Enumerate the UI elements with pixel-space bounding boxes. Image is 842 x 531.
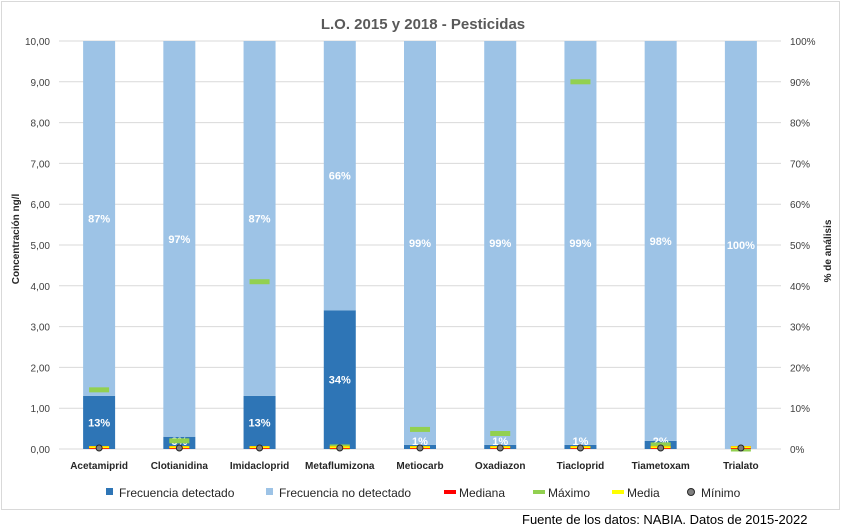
markers: [89, 79, 751, 452]
y2-tick-label: 60%: [790, 200, 810, 211]
y2-tick-label: 40%: [790, 282, 810, 293]
bar-detectado: [83, 395, 116, 449]
category-label: Acetamiprid: [70, 461, 128, 472]
data-label-no-detectado: 87%: [88, 213, 110, 225]
chart-title: L.O. 2015 y 2018 - Pesticidas: [321, 16, 525, 33]
marker-minimo: [95, 444, 103, 452]
y2-tick-label: 30%: [790, 323, 810, 334]
legend: Frecuencia detectado Frecuencia no detect…: [106, 486, 741, 500]
data-label-no-detectado: 98%: [650, 236, 672, 248]
y-tick-label: 6,00: [31, 200, 51, 211]
marker-minimo: [256, 444, 264, 452]
data-label-no-detectado: 87%: [249, 213, 271, 225]
category-label: Oxadiazon: [475, 461, 526, 472]
data-label-detectado: 1%: [492, 436, 508, 448]
y2-tick-label: 20%: [790, 363, 810, 374]
legend-swatch: [106, 488, 113, 495]
y-tick-label: 9,00: [31, 78, 51, 89]
chart-svg: L.O. 2015 y 2018 - Pesticidas 0,00 1,00 2,…: [11, 16, 834, 500]
bar-no-detectado: [724, 41, 757, 449]
marker-maximo: [89, 387, 110, 393]
y2-axis-title: % de análisis: [823, 219, 834, 282]
bar-detectado: [323, 310, 356, 449]
data-label-detectado: 13%: [88, 417, 110, 429]
chart-container: L.O. 2015 y 2018 - Pesticidas 0,00 1,00 2,…: [1, 1, 840, 510]
y-axis-title: Concentración ng/l: [11, 193, 22, 284]
data-label-detectado: 13%: [249, 417, 271, 429]
category-label: Tiacloprid: [557, 461, 605, 472]
y-tick-label: 8,00: [31, 119, 51, 130]
category-labels: Acetamiprid Clotianidina Imidacloprid Metaf…: [70, 461, 758, 472]
bar-no-detectado: [83, 41, 116, 396]
category-label: Trialato: [723, 461, 759, 472]
marker-minimo: [336, 444, 344, 452]
bar-no-detectado: [644, 41, 677, 441]
bar-no-detectado: [404, 41, 436, 445]
legend-label: Mediana: [459, 486, 505, 500]
y2-tick-label: 0%: [790, 445, 805, 456]
y2-tick-label: 100%: [790, 37, 816, 48]
legend-swatch: [533, 490, 545, 494]
category-label: Tiametoxam: [632, 461, 690, 472]
legend-swatch: [266, 488, 273, 495]
data-label-no-detectado: 100%: [727, 240, 755, 252]
y-tick-label: 7,00: [31, 159, 51, 170]
legend-label: Mínimo: [701, 486, 741, 500]
data-label-no-detectado: 97%: [168, 234, 190, 246]
y2-tick-label: 10%: [790, 404, 810, 415]
marker-maximo: [249, 279, 270, 285]
marker-minimo: [576, 444, 584, 452]
marker-minimo: [496, 444, 504, 452]
y-tick-label: 3,00: [31, 323, 51, 334]
category-label: Imidacloprid: [230, 461, 289, 472]
y-tick-label: 5,00: [31, 241, 51, 252]
legend-label: Máximo: [548, 486, 590, 500]
marker-maximo: [570, 79, 591, 85]
bar-no-detectado: [243, 41, 276, 396]
bar-no-detectado: [564, 41, 597, 445]
y-axis-right-ticks: 0% 10% 20% 30% 40% 50% 60% 70% 80% 90% 100%: [790, 37, 816, 456]
y2-tick-label: 80%: [790, 119, 810, 130]
y-tick-label: 0,00: [31, 445, 51, 456]
legend-swatch: [612, 490, 624, 494]
data-label-detectado: 1%: [572, 436, 588, 448]
bar-no-detectado: [163, 41, 196, 437]
marker-maximo: [169, 438, 190, 444]
category-label: Clotianidina: [151, 461, 209, 472]
y2-tick-label: 70%: [790, 159, 810, 170]
marker-maximo: [410, 426, 430, 432]
data-label-no-detectado: 99%: [489, 238, 511, 250]
y-tick-label: 4,00: [31, 282, 51, 293]
legend-label: Frecuencia no detectado: [279, 486, 411, 500]
bar-no-detectado: [323, 41, 356, 311]
category-label: Metaflumizona: [305, 461, 375, 472]
source-note: Fuente de los datos: NABIA. Datos de 201…: [522, 512, 808, 527]
bar-detectado: [243, 395, 276, 449]
bar-no-detectado: [484, 41, 517, 445]
category-label: Metiocarb: [396, 461, 443, 472]
legend-swatch: [444, 490, 456, 494]
y-tick-label: 2,00: [31, 363, 51, 374]
marker-minimo: [416, 444, 424, 452]
legend-label: Media: [627, 486, 660, 500]
data-label-no-detectado: 99%: [409, 238, 431, 250]
legend-label: Frecuencia detectado: [119, 486, 235, 500]
y-tick-label: 10,00: [25, 37, 50, 48]
y-tick-label: 1,00: [31, 404, 51, 415]
bars: 87%13%97%3%87%13%66%34%99%1%99%1%99%1%98…: [83, 41, 757, 449]
y-axis-left-ticks: 0,00 1,00 2,00 3,00 4,00 5,00 6,00 7,00 8,00 9,00…: [25, 37, 50, 456]
data-label-no-detectado: 99%: [569, 238, 591, 250]
data-label-detectado: 34%: [329, 375, 351, 387]
marker-minimo: [737, 444, 745, 452]
y2-tick-label: 90%: [790, 78, 810, 89]
y2-tick-label: 50%: [790, 241, 810, 252]
marker-minimo: [175, 444, 183, 452]
marker-minimo: [657, 444, 665, 452]
legend-swatch: [687, 488, 695, 496]
marker-maximo: [490, 430, 511, 436]
data-label-no-detectado: 66%: [329, 171, 351, 183]
data-label-detectado: 1%: [412, 436, 428, 448]
